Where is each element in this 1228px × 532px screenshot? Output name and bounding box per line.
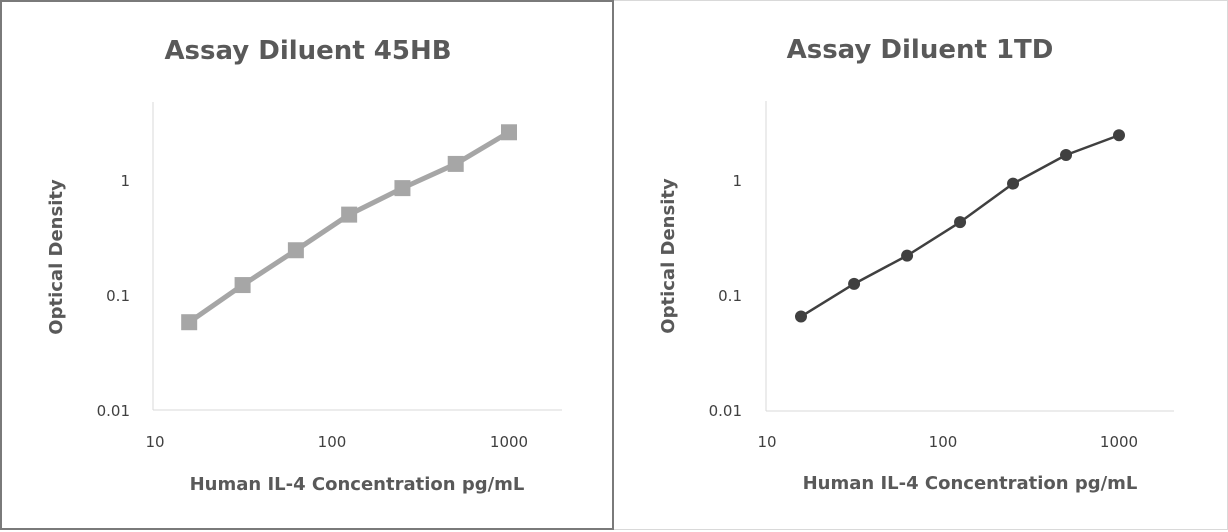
x-tick-label: 1000 bbox=[490, 433, 528, 451]
data-point-marker bbox=[341, 206, 358, 223]
x-tick-label: 10 bbox=[145, 433, 164, 451]
x-axis-label: Human IL-4 Concentration pg/mL bbox=[190, 474, 525, 495]
x-axis-label: Human IL-4 Concentration pg/mL bbox=[803, 473, 1138, 494]
data-series bbox=[181, 124, 517, 331]
data-point-marker bbox=[1060, 148, 1073, 161]
data-point-marker bbox=[1113, 129, 1125, 142]
tick-labels: 10 100 1000 0.01 0.1 1 bbox=[709, 172, 1139, 451]
y-tick-label: 0.1 bbox=[106, 287, 130, 305]
y-tick-label: 0.01 bbox=[97, 402, 130, 420]
y-axis-label: Optical Density bbox=[658, 178, 679, 334]
data-point-marker bbox=[394, 180, 411, 197]
data-point-marker bbox=[1007, 177, 1020, 190]
data-point-marker bbox=[181, 314, 198, 331]
y-tick-label: 1 bbox=[732, 172, 742, 190]
x-tick-label: 10 bbox=[757, 433, 776, 451]
data-point-marker bbox=[447, 155, 464, 172]
data-point-marker bbox=[954, 216, 967, 229]
x-tick-label: 100 bbox=[318, 433, 347, 451]
chart-svg-left: Assay Diluent 45HB Human IL-4 Concentrat… bbox=[46, 36, 562, 495]
chart-title: Assay Diluent 45HB bbox=[164, 36, 451, 66]
chart-svg-right: Assay Diluent 1TD Human IL-4 Concentrati… bbox=[658, 35, 1174, 494]
x-tick-label: 100 bbox=[929, 433, 958, 451]
y-tick-label: 0.01 bbox=[709, 402, 742, 420]
data-point-marker bbox=[794, 310, 807, 323]
data-series bbox=[794, 129, 1125, 323]
chart-panel-left: Assay Diluent 45HB Human IL-4 Concentrat… bbox=[0, 0, 614, 530]
data-point-marker bbox=[287, 242, 304, 259]
y-axis-label: Optical Density bbox=[46, 179, 67, 335]
data-point-marker bbox=[901, 249, 914, 262]
y-tick-label: 0.1 bbox=[718, 287, 742, 305]
data-point-marker bbox=[501, 124, 517, 141]
tick-labels: 10 100 1000 0.01 0.1 1 bbox=[97, 172, 529, 451]
y-tick-label: 1 bbox=[120, 172, 130, 190]
chart-panel-right: Assay Diluent 1TD Human IL-4 Concentrati… bbox=[614, 0, 1228, 530]
x-tick-label: 1000 bbox=[1100, 433, 1138, 451]
chart-title: Assay Diluent 1TD bbox=[787, 35, 1054, 65]
data-point-marker bbox=[848, 277, 861, 290]
data-point-marker bbox=[234, 277, 251, 294]
